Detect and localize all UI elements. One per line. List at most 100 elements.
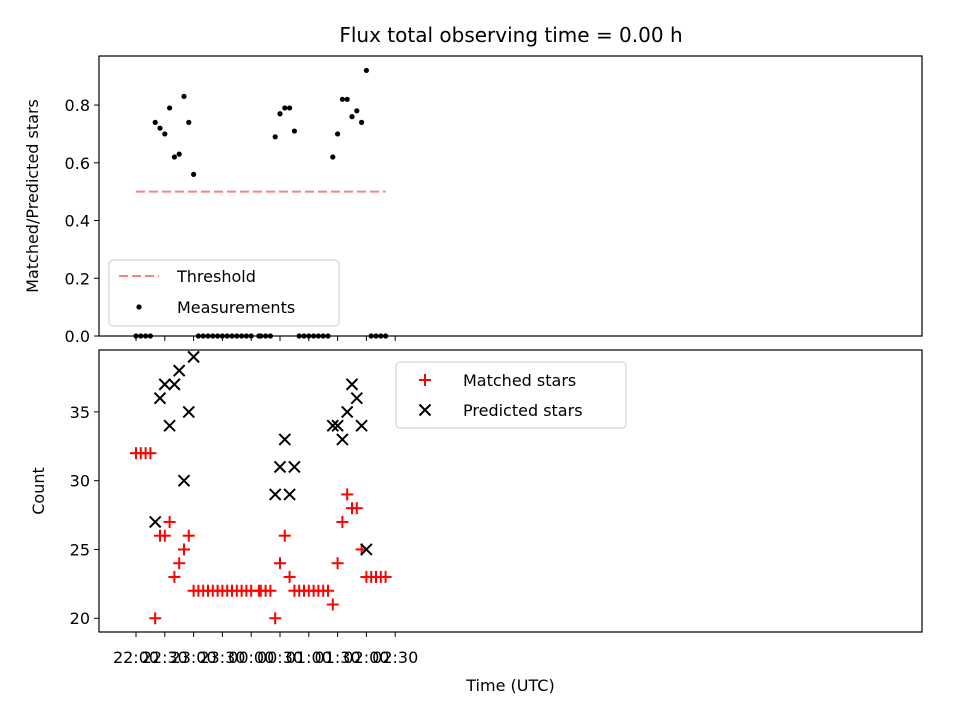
measurement-point [191, 171, 197, 177]
cross-b [177, 474, 191, 487]
x-tick-label: 22:30 [142, 648, 188, 667]
legend-matched-label: Matched stars [463, 371, 576, 390]
measurement-point [330, 154, 336, 160]
x-tick-label: 00:30 [257, 648, 303, 667]
predicted-star-point [331, 419, 344, 432]
y-tick-label: 0.4 [65, 212, 90, 231]
predicted-star-point [345, 378, 359, 391]
cross-b [168, 378, 181, 391]
predicted-star-point [288, 460, 301, 474]
y-tick-label: 30 [70, 472, 90, 491]
predicted-star-point [340, 405, 354, 419]
measurement-point [339, 96, 345, 102]
cross-b [355, 419, 368, 432]
predicted-star-point [177, 474, 191, 487]
predicted-star-point [273, 460, 287, 474]
predicted-star-point [182, 405, 196, 419]
x-tick-label: 23:00 [171, 648, 217, 667]
measurement-point [335, 131, 341, 137]
measurement-point [354, 108, 360, 114]
measurement-point [171, 154, 177, 160]
x-tick-label: 02:30 [372, 648, 418, 667]
matched-star-point [278, 529, 291, 542]
measurement-point [176, 151, 182, 157]
y-axis-label: Matched/Predicted stars [23, 99, 42, 293]
cross-b [268, 488, 282, 501]
predicted-star-point [163, 419, 176, 432]
cross-b [172, 364, 186, 377]
matched-star-point [336, 515, 349, 528]
matched-star-point [326, 598, 339, 611]
cross-b [283, 488, 296, 501]
predicted-star-point [326, 419, 340, 432]
legend-measurement-label: Measurements [177, 298, 295, 317]
y-tick-label: 0.8 [65, 96, 90, 115]
cross-b [187, 350, 200, 364]
matched-star-point [274, 557, 286, 570]
predicted-star-point [360, 543, 373, 556]
cross-b [336, 433, 349, 446]
y-tick-label: 20 [70, 609, 90, 628]
measurement-point [181, 93, 187, 100]
cross-b [340, 405, 354, 419]
matched-star-point [182, 529, 195, 542]
matched-star-point [341, 488, 354, 501]
measurement-point [282, 105, 288, 111]
predicted-star-point [172, 364, 186, 377]
count-panel: 2025303522:0022:3023:0023:3000:0000:3001… [29, 349, 923, 695]
bottom-axes-frame [98, 349, 923, 633]
ratio-panel: 0.0 0.2 0.4 0.6 0.8 Matched/Predicted stars Th… [23, 55, 923, 346]
x-tick-label: 22:00 [113, 648, 159, 667]
cross-b [418, 403, 432, 417]
matched-star-point [149, 612, 162, 625]
matched-star-point [158, 529, 171, 542]
measurement-point [363, 67, 369, 74]
predicted-star-point [278, 433, 292, 446]
matched-star-point [168, 570, 181, 583]
legend-box [395, 361, 627, 429]
x-tick-label: 01:00 [286, 648, 332, 667]
top-axes-frame [98, 55, 923, 337]
predicted-star-point [355, 419, 368, 432]
matched-star-point [178, 543, 190, 556]
predicted-star-point [153, 391, 167, 405]
legend-predicted-swatch [418, 403, 432, 417]
matched-star-point [173, 557, 186, 570]
measurement-point [186, 119, 192, 125]
legend: Matched stars Predicted stars [395, 361, 627, 429]
cross-b [360, 543, 373, 556]
predicted-star-point [336, 433, 349, 446]
matched-star-point [163, 515, 176, 528]
legend-predicted-label: Predicted stars [463, 401, 583, 420]
measurement-point [344, 96, 350, 102]
matched-star-point [269, 612, 282, 625]
cross-b [345, 378, 359, 391]
measurement-point [152, 119, 158, 125]
predicted-star-point [158, 378, 172, 391]
cross-b [331, 419, 344, 432]
x-tick-label: 02:00 [343, 648, 389, 667]
predicted-star-point [350, 391, 364, 405]
matched-star-point [331, 557, 344, 570]
cross-b [273, 460, 287, 474]
cross-b [182, 405, 196, 419]
chart-title: Flux total observing time = 0.00 h [339, 23, 682, 47]
predicted-star-point [268, 488, 282, 501]
measurement-point [272, 134, 278, 140]
cross-b [163, 419, 176, 432]
measurement-point [157, 125, 163, 131]
cross-b [278, 433, 292, 446]
measurement-point [287, 105, 293, 111]
matched-star-point [350, 502, 363, 515]
x-tick-label: 23:30 [199, 648, 245, 667]
measurement-point [167, 105, 173, 111]
measurement-point [277, 111, 283, 117]
legend-measurement-swatch [136, 304, 142, 310]
cross-b [350, 391, 364, 405]
matched-star-point [379, 570, 392, 583]
y-tick-label: 35 [70, 403, 90, 422]
x-axis-label: Time (UTC) [465, 676, 554, 695]
legend-threshold-label: Threshold [176, 267, 256, 286]
cross-b [148, 515, 162, 529]
